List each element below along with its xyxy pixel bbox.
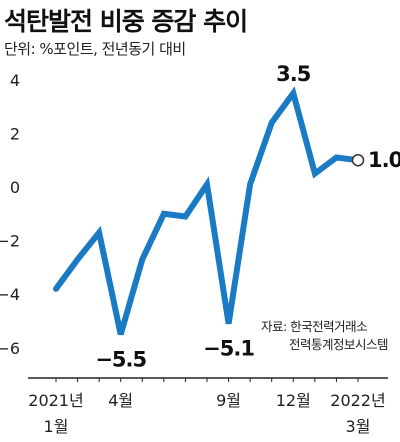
data-label: 3.5: [276, 62, 311, 86]
y-tick-label: −4: [0, 285, 20, 304]
data-label: −5.5: [95, 347, 146, 371]
source-line-2: 전력통계정보시스템: [288, 337, 389, 352]
y-tick-label: 0: [10, 178, 20, 197]
data-label: −5.1: [203, 337, 254, 361]
x-axis-ticks: [55, 378, 359, 382]
end-marker: [351, 153, 365, 167]
y-tick-label: 2: [10, 124, 20, 143]
x-tick-label: 12월: [276, 391, 311, 410]
data-label: 1.0: [368, 148, 400, 172]
x-tick-label: 9월: [216, 391, 241, 410]
unit-label: 단위: %포인트, 전년동기 대비: [4, 40, 186, 58]
x-axis-labels: 2021년 1월 4월 9월 12월 2022년 3월: [28, 391, 385, 436]
data-labels: −5.5 −5.1 3.5 1.0: [95, 62, 400, 371]
series-line: [53, 86, 361, 336]
y-axis-ticks: 4 2 0 −2 −4 −6: [0, 71, 20, 358]
y-tick-label: −6: [0, 339, 20, 358]
x-tick-label: 2021년: [28, 391, 83, 410]
y-tick-label: 4: [10, 71, 20, 90]
source-note: 자료: 한국전력거래소 전력통계정보시스템: [260, 318, 389, 354]
chart-title: 석탄발전 비중 증감 추이: [4, 7, 248, 36]
x-tick-label-line2: 1월: [44, 417, 69, 436]
x-tick-label-line2: 3월: [346, 417, 371, 436]
source-line-1: 자료: 한국전력거래소: [260, 319, 368, 334]
x-tick-label: 4월: [108, 391, 133, 410]
data-points: [351, 153, 365, 167]
x-tick-label: 2022년: [330, 391, 385, 410]
y-tick-label: −2: [0, 232, 20, 251]
